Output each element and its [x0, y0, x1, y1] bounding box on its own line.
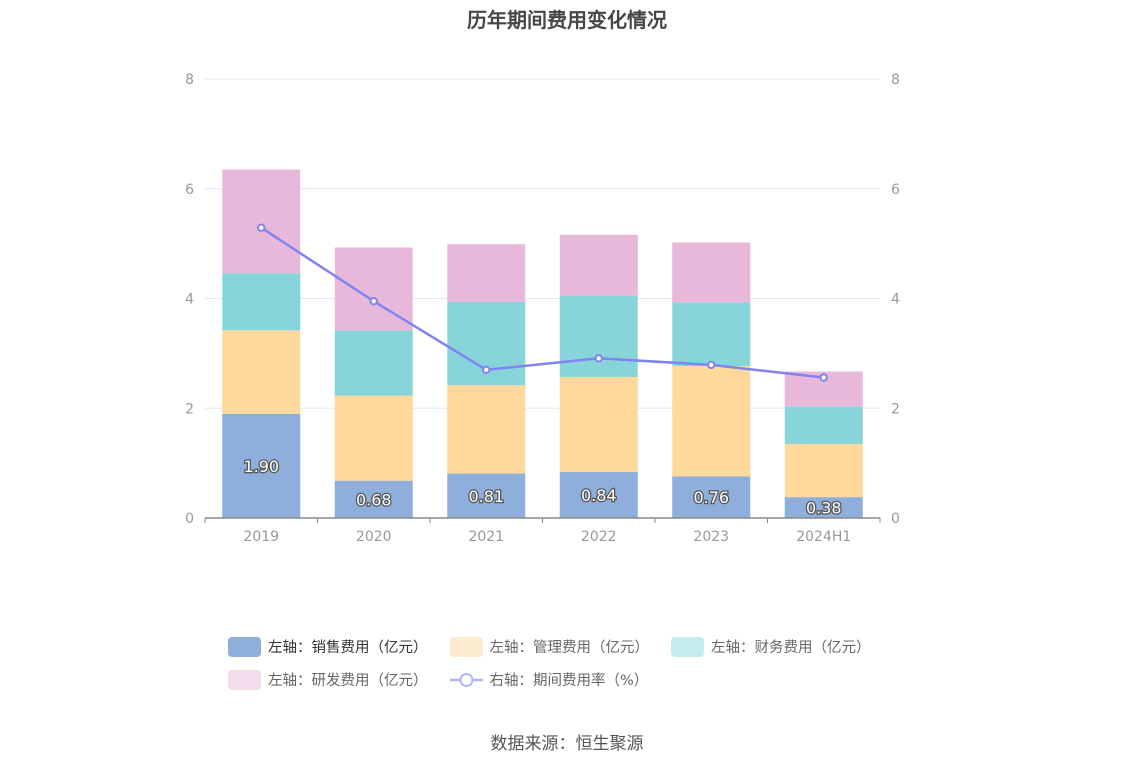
- x-tick-label: 2021: [468, 529, 504, 545]
- rate-point: [707, 360, 716, 370]
- x-tick-label: 2024H1: [796, 529, 851, 545]
- x-tick-label: 2019: [243, 529, 279, 545]
- y-right-tick-label: 2: [891, 401, 900, 417]
- y-right-tick-label: 4: [891, 292, 900, 308]
- legend-label: 左轴：研发费用（亿元）: [268, 673, 428, 689]
- bar-segment: [784, 497, 863, 518]
- bar-segment: [447, 473, 526, 518]
- bar-swatch-icon: [449, 636, 483, 657]
- rate-point: [369, 297, 378, 306]
- bar-segment: [334, 395, 413, 481]
- x-tick-label: 2020: [356, 529, 392, 545]
- y-right-tick-label: 0: [891, 511, 900, 527]
- bar-value-label: 0.81: [468, 487, 504, 506]
- rate-line: [260, 226, 824, 379]
- bar-segment: [672, 242, 751, 303]
- legend-item[interactable]: 左轴：研发费用（亿元）: [228, 669, 428, 690]
- y-left-tick-label: 6: [185, 182, 194, 198]
- bar-value-label: 1.90: [243, 457, 279, 476]
- bar-swatch-icon: [228, 669, 261, 690]
- legend-item[interactable]: 左轴：财务费用（亿元）: [671, 636, 871, 657]
- chart-title: 历年期间费用变化情况: [467, 8, 667, 32]
- rate-point: [482, 365, 491, 375]
- line-marker-icon: [449, 670, 483, 690]
- bar-value-label: 0.68: [356, 490, 392, 509]
- bar-segment: [559, 234, 638, 296]
- legend-row: 左轴：销售费用（亿元） 左轴：管理费用（亿元） 左轴：财务费用（亿元）: [228, 630, 928, 663]
- bar-segment: [672, 476, 751, 518]
- bar-swatch-icon: [228, 636, 261, 657]
- bar-swatch-icon: [671, 636, 704, 657]
- x-tick-label: 2023: [693, 529, 729, 545]
- y-right-tick-label: 8: [891, 72, 900, 88]
- legend-label: 左轴：管理费用（亿元）: [489, 640, 650, 656]
- bar-segment: [784, 443, 863, 498]
- bar-segment: [784, 406, 863, 444]
- x-tick-label: 2022: [581, 529, 617, 545]
- rate-point: [257, 223, 266, 232]
- legend-item[interactable]: 左轴：销售费用（亿元）: [228, 636, 428, 657]
- bar-segment: [222, 413, 301, 518]
- bar-segment: [559, 295, 638, 377]
- y-left-tick-label: 8: [185, 72, 194, 88]
- bar-segment: [222, 273, 301, 331]
- legend: 左轴：销售费用（亿元） 左轴：管理费用（亿元） 左轴：财务费用（亿元） 左轴：研发费用…: [228, 630, 928, 696]
- bar-segment: [334, 480, 413, 518]
- bar-value-label: 0.84: [581, 486, 617, 505]
- bar-segment: [222, 330, 301, 414]
- bar-segment: [447, 385, 526, 474]
- bar-segment: [672, 365, 751, 477]
- legend-item[interactable]: 左轴：管理费用（亿元）: [449, 636, 650, 657]
- y-left-tick-label: 0: [185, 511, 194, 527]
- y-right-tick-label: 6: [891, 182, 900, 198]
- rate-point: [819, 373, 828, 382]
- legend-label: 右轴：期间费用率（%）: [489, 673, 649, 689]
- bar-segment: [222, 169, 301, 274]
- y-left-tick-label: 4: [185, 292, 194, 308]
- legend-label: 左轴：销售费用（亿元）: [268, 640, 428, 656]
- bar-segment: [334, 330, 413, 396]
- legend-label: 左轴：财务费用（亿元）: [711, 640, 871, 656]
- rate-point: [594, 354, 603, 363]
- bar-segment: [559, 471, 638, 518]
- bar-value-label: 0.38: [806, 499, 842, 518]
- source-note: 数据来源：恒生聚源: [490, 734, 644, 754]
- bar-segment: [672, 302, 751, 366]
- bar-segment: [447, 244, 526, 302]
- legend-item[interactable]: 右轴：期间费用率（%）: [449, 669, 649, 690]
- bar-segment: [559, 376, 638, 472]
- y-left-tick-label: 2: [185, 401, 194, 417]
- legend-row: 左轴：研发费用（亿元） 右轴：期间费用率（%）: [228, 663, 928, 696]
- bar-value-label: 0.76: [693, 488, 729, 507]
- chart-plot: 0 2 4 6 8 0 2 4 6 8 1.90 0.68 0.81 0.84 0.76 0.38 2019 20…: [185, 72, 900, 545]
